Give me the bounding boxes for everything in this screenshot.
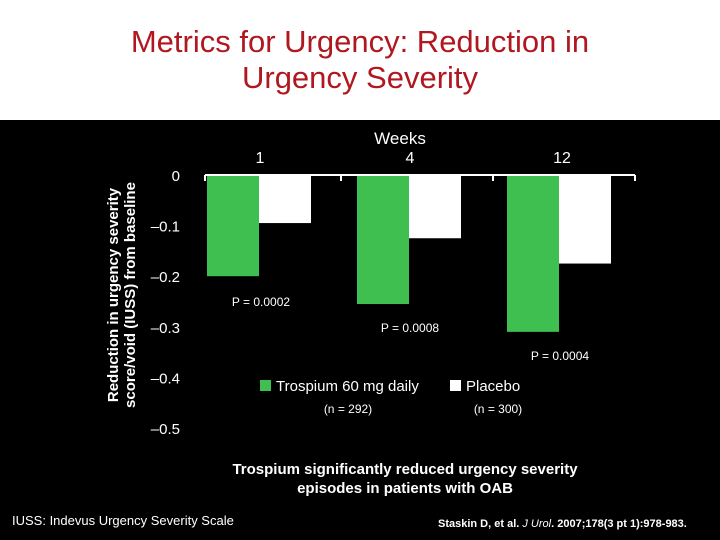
slide-title: Metrics for Urgency: Reduction in Urgenc…: [60, 24, 660, 96]
y-tick-label-5: –0.5: [151, 421, 180, 438]
bar-trospium-week-12: [507, 175, 559, 332]
bar-placebo-week-4: [409, 175, 461, 239]
x-tick-label-12: 12: [553, 150, 571, 167]
title-line-2: Urgency Severity: [241, 60, 479, 95]
bar-trospium-week-4: [357, 175, 409, 305]
y-tick-label-1: –0.1: [151, 219, 180, 236]
legend-swatch-trospium: [260, 380, 271, 391]
conclusion-line-2: episodes in patients with OAB: [297, 480, 513, 497]
y-tick-label-0: 0: [172, 168, 180, 185]
legend-n-placebo: (n = 300): [474, 402, 522, 416]
bar-placebo-week-1: [259, 175, 311, 224]
citation-authors: Staskin D, et al.: [438, 518, 523, 530]
legend-n-trospium: (n = 292): [324, 402, 372, 416]
p-value-annotation-3: P = 0.0004: [531, 349, 589, 363]
legend-swatch-placebo: [450, 380, 461, 391]
x-tick-label-4: 4: [406, 150, 415, 167]
title-area: Metrics for Urgency: Reduction in Urgenc…: [0, 0, 720, 120]
conclusion: Trospium significantly reduced urgency s…: [160, 460, 650, 498]
x-tick-label-1: 1: [256, 150, 265, 167]
footnote: IUSS: Indevus Urgency Severity Scale: [12, 513, 234, 528]
p-value-annotation-2: P = 0.0008: [381, 321, 439, 335]
bar-trospium-week-1: [207, 175, 259, 277]
title-line-1: Metrics for Urgency: Reduction in: [130, 24, 590, 59]
x-axis-title: Weeks: [374, 129, 426, 148]
legend-label-trospium: Trospium 60 mg daily: [276, 378, 419, 395]
bar-placebo-week-12: [559, 175, 611, 264]
citation: Staskin D, et al. J Urol. 2007;178(3 pt …: [438, 518, 687, 530]
citation-details: . 2007;178(3 pt 1):978-983.: [551, 518, 687, 530]
conclusion-line-1: Trospium significantly reduced urgency s…: [232, 461, 578, 478]
legend-label-placebo: Placebo: [466, 378, 520, 395]
y-tick-label-3: –0.3: [151, 320, 180, 337]
y-tick-label-4: –0.4: [151, 370, 180, 387]
y-tick-label-2: –0.2: [151, 269, 180, 286]
p-value-annotation-1: P = 0.0002: [232, 295, 290, 309]
citation-journal: J Urol: [522, 518, 552, 530]
